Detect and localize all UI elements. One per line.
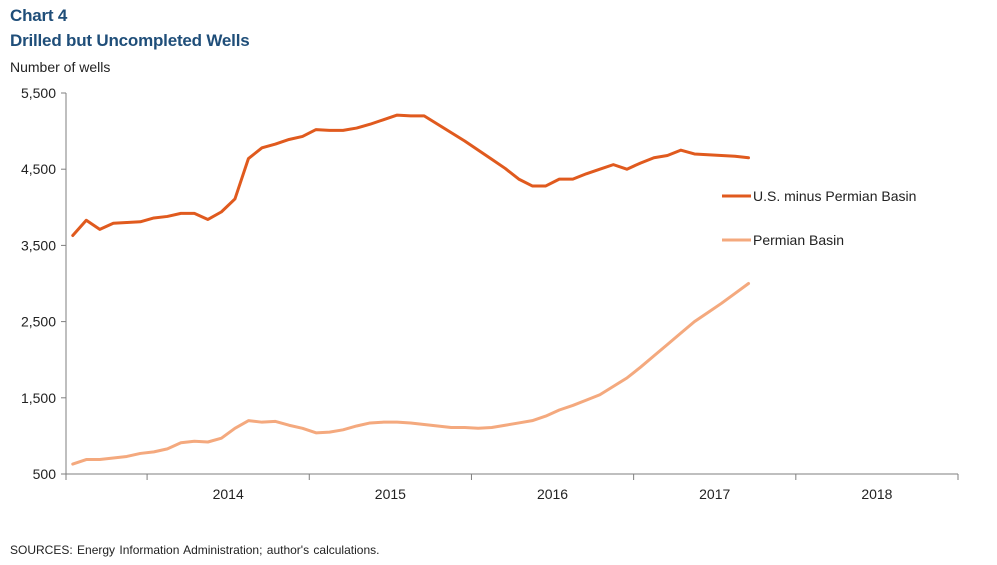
x-tick-label: 2017 [699, 486, 730, 502]
chart-legend: U.S. minus Permian Basin Permian Basin [722, 188, 916, 248]
source-note: SOURCES: Energy Information Administrati… [10, 543, 380, 557]
y-axis-unit-label: Number of wells [10, 59, 111, 75]
series-line-permian [71, 282, 751, 466]
y-tick-label: 500 [33, 466, 57, 482]
chart-series [71, 113, 751, 466]
legend-label: Permian Basin [753, 232, 844, 248]
series-line-us-minus-permian [71, 113, 751, 237]
x-tick-label: 2014 [213, 486, 244, 502]
y-tick-label: 4,500 [21, 161, 56, 177]
y-tick-label: 3,500 [21, 237, 56, 253]
chart-number: Chart 4 [10, 6, 68, 25]
y-tick-label: 1,500 [21, 390, 56, 406]
x-tick-label: 2016 [537, 486, 568, 502]
y-tick-label: 5,500 [21, 85, 56, 101]
chart-axes: 500 1,500 2,500 3,500 4,500 5,500 2014 2015 2016… [21, 85, 959, 502]
x-tick-label: 2018 [861, 486, 892, 502]
chart-title: Drilled but Uncompleted Wells [10, 31, 250, 50]
x-tick-label: 2015 [375, 486, 406, 502]
y-tick-label: 2,500 [21, 314, 56, 330]
legend-label: U.S. minus Permian Basin [753, 188, 916, 204]
